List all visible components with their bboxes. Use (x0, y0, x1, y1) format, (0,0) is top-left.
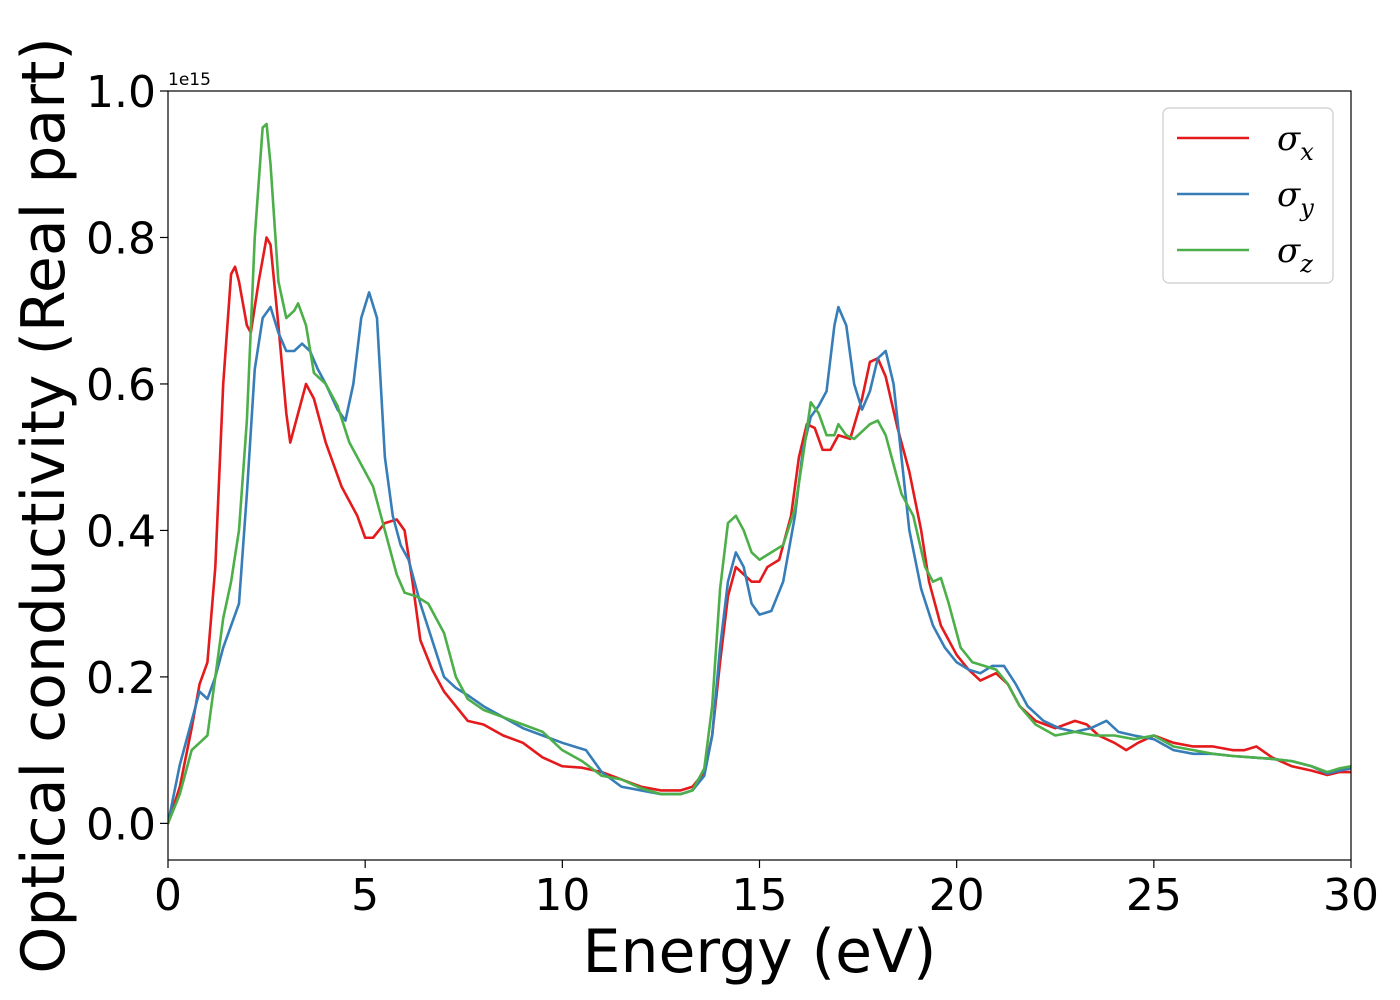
x-tick-label: 0 (154, 870, 182, 921)
x-tick-label: 5 (351, 870, 379, 921)
y-tick-label: 0.4 (86, 506, 156, 557)
legend-box (1162, 107, 1334, 284)
y-tick-label: 0.0 (86, 799, 156, 850)
y-offset-label: 1e15 (168, 70, 211, 90)
y-tick-label: 1.0 (86, 67, 156, 118)
x-tick-label: 30 (1323, 870, 1379, 921)
series-line-z (168, 122, 1351, 825)
x-axis-ticks: 0 5 10 15 20 25 30 (154, 860, 1379, 921)
legend-label-z: σz (1277, 231, 1313, 278)
series-layer (168, 122, 1351, 825)
series-line-x (168, 236, 1351, 825)
y-tick-label: 0.8 (86, 213, 156, 264)
x-axis-title: Energy (eV) (583, 917, 937, 987)
legend: σx σy σz (1162, 107, 1334, 284)
x-tick-label: 25 (1126, 870, 1182, 921)
y-axis-ticks: 0.0 0.2 0.4 0.6 0.8 1.0 (86, 67, 168, 850)
x-tick-label: 10 (534, 870, 590, 921)
legend-label-y: σy (1277, 175, 1314, 222)
y-tick-label: 0.6 (86, 360, 156, 411)
x-tick-label: 15 (732, 870, 788, 921)
x-tick-label: 20 (929, 870, 985, 921)
y-tick-label: 0.2 (86, 653, 156, 704)
legend-label-x: σx (1277, 119, 1314, 166)
y-axis-title: Optical conductivity (Real part) (9, 37, 79, 974)
